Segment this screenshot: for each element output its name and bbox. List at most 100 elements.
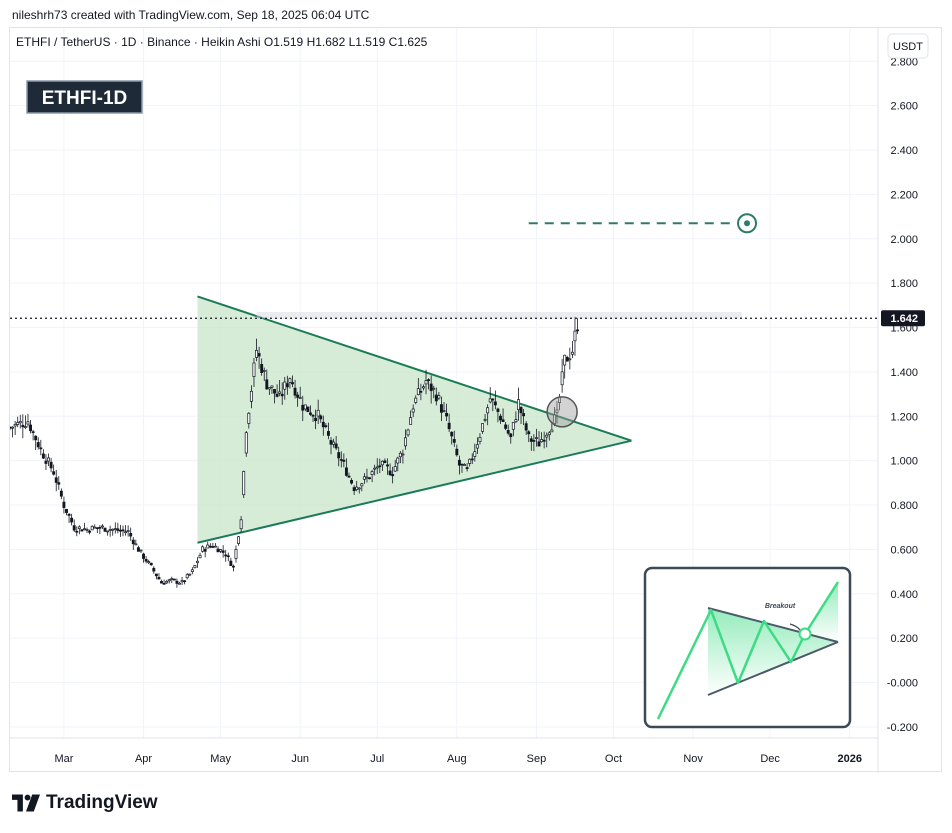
candle — [162, 579, 166, 585]
candle-body — [414, 397, 418, 403]
candle-body — [157, 577, 161, 580]
candle-body — [224, 554, 228, 557]
tradingview-logo[interactable]: TradingView — [12, 792, 158, 814]
candle — [213, 543, 217, 548]
candle-body — [267, 387, 271, 390]
candle — [252, 357, 256, 388]
candle — [357, 487, 361, 494]
candle — [519, 406, 523, 425]
candle — [160, 579, 163, 584]
candle — [547, 431, 551, 441]
candle-body — [306, 406, 310, 413]
candle — [565, 355, 569, 362]
candle — [491, 398, 495, 412]
candle-body — [396, 457, 400, 464]
candle-body — [334, 443, 338, 449]
candle-body — [481, 423, 484, 432]
candle-body — [296, 394, 300, 398]
candle-body — [178, 582, 181, 585]
candle — [165, 579, 169, 584]
candle — [116, 522, 120, 534]
candle-body — [23, 426, 27, 428]
y-tick-label: 1.400 — [890, 367, 918, 379]
candle — [326, 422, 330, 440]
candle-body — [517, 399, 520, 411]
candle-body — [388, 470, 392, 476]
candle — [527, 430, 531, 443]
candle — [483, 414, 487, 423]
candle-body — [188, 573, 192, 576]
candle — [13, 421, 17, 436]
candle — [149, 562, 153, 566]
candle — [219, 548, 223, 554]
candle — [339, 451, 343, 468]
candle — [47, 453, 50, 466]
candle-body — [347, 475, 351, 478]
candle-body — [475, 444, 479, 449]
candle — [511, 422, 515, 437]
candle-body — [170, 578, 174, 580]
candle-body — [360, 483, 364, 487]
candle — [309, 405, 312, 416]
candle-body — [470, 458, 474, 461]
candle-body — [47, 457, 50, 462]
candle — [532, 434, 536, 452]
candle — [224, 550, 228, 562]
candle — [34, 435, 38, 451]
candle-body — [57, 482, 61, 485]
candle — [249, 385, 253, 409]
y-tick-label: -0.200 — [887, 722, 918, 734]
candle — [98, 524, 102, 535]
candle-body — [524, 423, 528, 431]
candle — [154, 573, 158, 580]
candle-body — [34, 435, 38, 441]
candle — [378, 458, 382, 474]
x-tick-label: Mar — [54, 753, 73, 765]
candle-body — [529, 438, 533, 442]
x-tick-label: Jun — [291, 753, 309, 765]
candle-body — [488, 398, 492, 403]
candle-body — [83, 528, 86, 531]
candle-body — [393, 466, 397, 472]
candle-body — [198, 554, 202, 559]
candle — [303, 404, 307, 412]
x-tick-label: 2026 — [838, 753, 862, 765]
candle — [152, 566, 156, 574]
y-tick-label: 1.600 — [890, 323, 918, 335]
candle-body — [249, 390, 253, 402]
candle-body — [180, 580, 184, 583]
candle-body — [321, 421, 325, 428]
candle — [293, 379, 297, 399]
candle — [16, 416, 20, 428]
candle-body — [311, 414, 315, 417]
candle-body — [565, 357, 569, 362]
candle — [488, 387, 492, 404]
symbol-label: ETHFI-1D — [42, 88, 128, 109]
inset-lower-line — [707, 641, 839, 696]
candle-body — [16, 422, 20, 425]
candle-body — [98, 526, 102, 529]
candle-body — [211, 546, 215, 548]
candle-body — [213, 545, 217, 548]
candle — [206, 541, 210, 549]
candle — [221, 545, 225, 558]
candle-body — [434, 394, 438, 402]
candle-body — [491, 398, 495, 401]
candle — [275, 384, 279, 398]
candle — [75, 526, 79, 537]
candle — [457, 455, 461, 475]
candle — [419, 383, 423, 401]
x-tick-label: May — [210, 753, 231, 765]
candle-body — [72, 525, 76, 531]
inset-arrow — [789, 623, 801, 631]
candle-body — [285, 383, 289, 388]
candle — [288, 377, 292, 389]
candle — [23, 415, 27, 430]
candle — [234, 545, 238, 563]
candle — [175, 578, 179, 588]
candle-body — [496, 408, 500, 412]
candle — [334, 436, 338, 451]
x-tick-label: Oct — [605, 753, 622, 765]
chart-canvas[interactable]: 1.642 2.800 2.600 2.400 2.200 2.000 1.800 1.60… — [10, 28, 943, 773]
candle-body — [75, 530, 79, 533]
